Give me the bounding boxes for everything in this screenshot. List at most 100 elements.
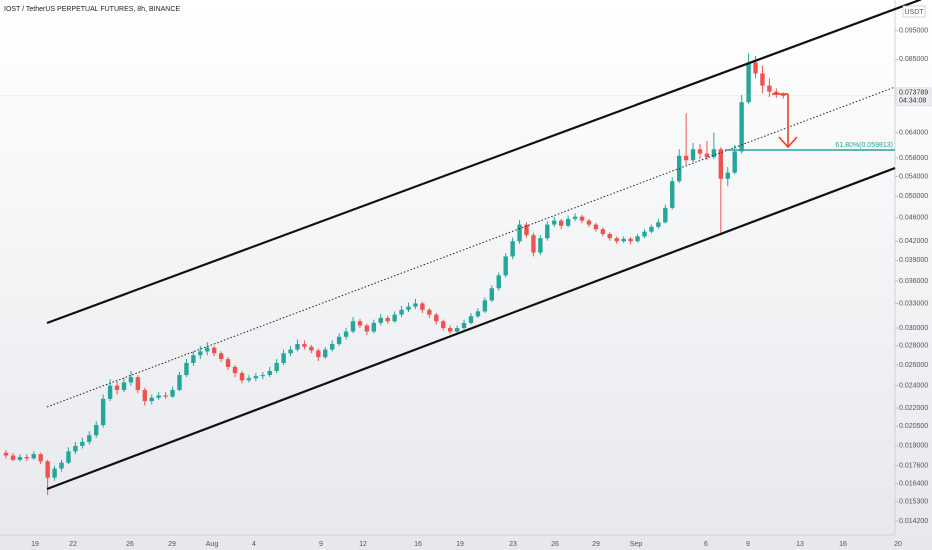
- candle-body: [656, 222, 661, 227]
- candle-body: [288, 349, 293, 354]
- candle-body: [218, 353, 224, 360]
- candle-body: [683, 155, 689, 161]
- x-tick-label: 29: [592, 541, 600, 548]
- y-tick-label: 0.028000: [899, 343, 928, 350]
- candle-body: [59, 462, 64, 469]
- candle-body: [38, 454, 43, 462]
- candle-body: [704, 153, 710, 158]
- y-tick-label: 0.033000: [899, 300, 928, 307]
- channel-middle: [46, 86, 896, 408]
- candle-body: [357, 321, 363, 326]
- candle-body: [454, 328, 460, 332]
- candle-body: [184, 362, 189, 376]
- y-tick-label: 0.015300: [899, 499, 928, 506]
- channel-lower: [46, 166, 896, 491]
- candle-body: [461, 322, 467, 329]
- candle-body: [489, 288, 494, 301]
- candle-body: [267, 370, 272, 376]
- candle-body: [420, 303, 425, 310]
- candle-body: [205, 347, 210, 352]
- candle-body: [323, 349, 328, 358]
- x-tick-label: 16: [414, 541, 422, 548]
- candle-body: [434, 314, 439, 322]
- x-tick-label: 19: [31, 541, 39, 548]
- candle-body: [559, 220, 564, 226]
- candle-body: [725, 172, 730, 179]
- last-price-label: 0.073789: [899, 90, 928, 97]
- chart-title: IOST / TetherUS PERPETUAL FUTURES, 8h, B…: [4, 6, 180, 13]
- candle-body: [447, 328, 453, 332]
- candle-body: [87, 435, 92, 442]
- x-tick-label: 20: [894, 541, 902, 548]
- candle-body: [100, 398, 106, 426]
- candle-body: [482, 300, 488, 312]
- candle-body: [392, 314, 397, 322]
- y-tick-label: 0.050000: [899, 193, 928, 200]
- candle-body: [121, 382, 127, 390]
- x-tick-label: 29: [168, 541, 176, 548]
- candle-body: [732, 151, 737, 173]
- candle-body: [107, 385, 113, 399]
- candle-body: [600, 229, 606, 234]
- y-tick-label: 0.014200: [899, 518, 928, 525]
- down-arrow: [772, 93, 798, 149]
- candle-body: [593, 224, 599, 230]
- candle-body: [149, 397, 154, 402]
- candle-body: [663, 207, 668, 223]
- candle-body: [718, 149, 724, 179]
- x-tick-label: 26: [551, 541, 559, 548]
- candle-body: [3, 452, 9, 456]
- candle-body: [142, 389, 147, 402]
- candle-body: [31, 454, 36, 459]
- candle-body: [52, 468, 57, 478]
- y-tick-label: 0.030000: [899, 325, 928, 332]
- candle-body: [642, 231, 647, 237]
- candle-body: [336, 336, 342, 345]
- candle-body: [441, 321, 446, 329]
- candle-body: [385, 317, 390, 322]
- candle-body: [413, 303, 418, 307]
- x-tick-label: 13: [796, 541, 804, 548]
- channel-upper: [46, 0, 922, 325]
- candle-body: [503, 256, 508, 276]
- candle-body: [468, 316, 474, 323]
- candle-body: [309, 346, 314, 351]
- x-tick-label: 23: [509, 541, 517, 548]
- candle-body: [212, 347, 217, 354]
- candle-body: [579, 216, 585, 221]
- candle-body: [774, 91, 779, 95]
- candle-body: [80, 441, 85, 446]
- y-tick-label: 0.026000: [899, 362, 928, 369]
- candle-body: [378, 317, 383, 323]
- x-tick-label: Aug: [206, 541, 219, 548]
- x-tick-label: 22: [69, 541, 77, 548]
- candle-body: [545, 224, 550, 239]
- candle-body: [531, 235, 536, 253]
- candle-body: [739, 102, 744, 152]
- candle-body: [697, 149, 703, 154]
- currency-box: [902, 5, 926, 18]
- candle-body: [621, 238, 626, 242]
- candle-body: [163, 395, 168, 397]
- candle-body: [135, 377, 141, 390]
- candle-body: [670, 181, 675, 208]
- candle-body: [177, 375, 182, 390]
- candle-body: [552, 220, 557, 225]
- candle-body: [73, 445, 78, 452]
- candle-body: [170, 389, 175, 397]
- candle-body: [246, 378, 252, 381]
- candle-body: [24, 456, 30, 459]
- candle-body: [191, 355, 196, 363]
- candle-body: [475, 311, 481, 317]
- candle-body: [690, 149, 696, 161]
- x-tick-label: 9: [319, 541, 323, 548]
- candle-body: [253, 376, 259, 379]
- y-tick-label: 0.016400: [899, 481, 928, 488]
- candle-body: [399, 309, 404, 315]
- x-tick-label: Sep: [630, 541, 643, 548]
- candle-body: [524, 224, 529, 236]
- candle-body: [760, 73, 765, 86]
